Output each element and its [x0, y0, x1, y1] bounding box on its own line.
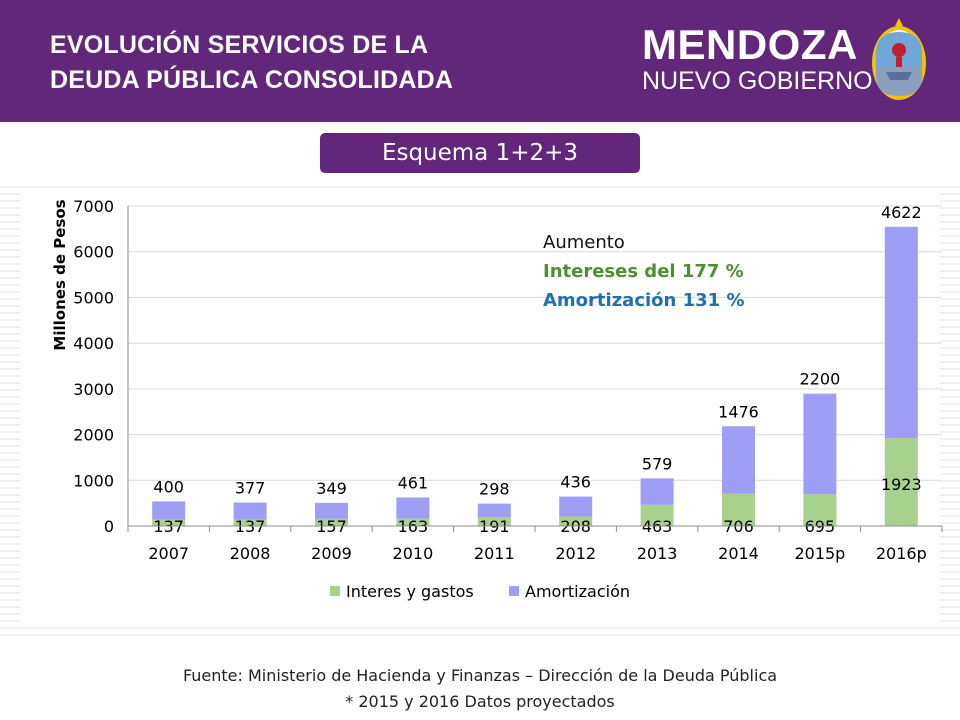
y-tick-label-4000: 4000: [73, 334, 114, 353]
bar-interes-2008: [233, 519, 267, 526]
title-line-1: EVOLUCIÓN SERVICIOS DE LA: [50, 31, 429, 59]
data-label-amortizacion-2009: 349: [316, 479, 347, 498]
bar-amortizacion-2013: [640, 478, 674, 505]
axes: 0 1000 2000 3000 4000 5000 6000 7000 2007 2008 200…: [73, 197, 943, 563]
data-label-interes-2016p: 1923: [881, 475, 922, 494]
bar-interes-2015p: [803, 494, 837, 526]
y-tick-label-3000: 3000: [73, 380, 114, 399]
title-line-2: DEUDA PÚBLICA CONSOLIDADA: [50, 66, 454, 94]
legend-swatch-amortizacion: [509, 586, 519, 596]
x-tick-label-2009: 2009: [311, 544, 352, 563]
y-axis-label: Millones de Pesos: [51, 199, 69, 350]
y-tick-label-2000: 2000: [73, 426, 114, 445]
annotation-intereses: Intereses del 177 %: [543, 261, 744, 282]
logo-sub-text: NUEVO GOBIERNO: [642, 67, 873, 95]
bar-amortizacion-2011: [477, 503, 511, 518]
annotation-amortizacion: Amortización 131 %: [543, 290, 745, 311]
bar-amortizacion-2014: [722, 426, 755, 494]
data-label-amortizacion-2014: 1476: [718, 402, 759, 421]
bar-interes-2007: [152, 519, 186, 526]
y-tick-label-0: 0: [104, 517, 114, 536]
bar-interes-2010: [396, 518, 430, 526]
bar-interes-2013: [640, 504, 674, 526]
bars: [152, 226, 918, 526]
x-tick-label-2011: 2011: [474, 544, 515, 563]
bar-amortizacion-2008: [233, 502, 267, 520]
x-tick-label-2014: 2014: [718, 544, 759, 563]
header-bar: EVOLUCIÓN SERVICIOS DE LA DEUDA PÚBLICA …: [0, 0, 960, 122]
chart-card: [20, 192, 940, 624]
bar-amortizacion-2015p: [803, 393, 837, 495]
bar-amortizacion-2007: [152, 501, 186, 520]
source-text: Fuente: Ministerio de Hacienda y Finanza…: [182, 666, 778, 685]
bar-interes-2012: [559, 516, 593, 526]
bar-amortizacion-2012: [559, 496, 593, 517]
data-label-amortizacion-2012: 436: [560, 473, 591, 492]
data-label-amortizacion-2007: 400: [153, 477, 184, 496]
legend-swatch-interes: [330, 586, 340, 596]
bar-amortizacion-2010: [396, 497, 430, 519]
bar-interes-2016p: [884, 438, 918, 526]
logo-main-text: MENDOZA: [642, 21, 858, 68]
bar-interes-2011: [477, 517, 511, 526]
projection-note: * 2015 y 2016 Datos proyectados: [345, 692, 615, 711]
data-label-amortizacion-2010: 461: [398, 473, 429, 492]
data-label-amortizacion-2015p: 2200: [800, 370, 841, 389]
x-tick-label-2007: 2007: [148, 544, 189, 563]
legend-label-interes: Interes y gastos: [346, 582, 474, 601]
x-tick-label-2016p: 2016p: [876, 544, 927, 563]
x-tick-label-2012: 2012: [555, 544, 596, 563]
x-tick-label-2015p: 2015p: [794, 544, 845, 563]
annotation-aumento: Aumento: [543, 232, 625, 253]
page-title: EVOLUCIÓN SERVICIOS DE LA DEUDA PÚBLICA …: [50, 28, 453, 98]
bar-interes-2009: [315, 518, 348, 526]
y-tick-label-6000: 6000: [73, 243, 114, 262]
mendoza-coat-of-arms-icon: [872, 18, 926, 100]
data-label-amortizacion-2011: 298: [479, 480, 510, 499]
scheme-label: Esquema 1+2+3: [320, 133, 640, 173]
legend-label-amortizacion: Amortización: [525, 582, 630, 601]
x-tick-label-2013: 2013: [637, 544, 678, 563]
bar-amortizacion-2009: [315, 502, 348, 519]
y-tick-label-5000: 5000: [73, 288, 114, 307]
data-label-amortizacion-2013: 579: [642, 454, 673, 473]
x-tick-label-2008: 2008: [230, 544, 271, 563]
data-label-amortizacion-2008: 377: [235, 479, 266, 498]
x-tick-label-2010: 2010: [393, 544, 434, 563]
legend: Interes y gastos Amortización: [330, 582, 630, 601]
y-tick-label-7000: 7000: [73, 197, 114, 216]
y-tick-label-1000: 1000: [73, 471, 114, 490]
bar-amortizacion-2016p: [884, 226, 918, 439]
bar-interes-2014: [722, 493, 755, 526]
data-label-amortizacion-2016p: 4622: [881, 203, 922, 222]
